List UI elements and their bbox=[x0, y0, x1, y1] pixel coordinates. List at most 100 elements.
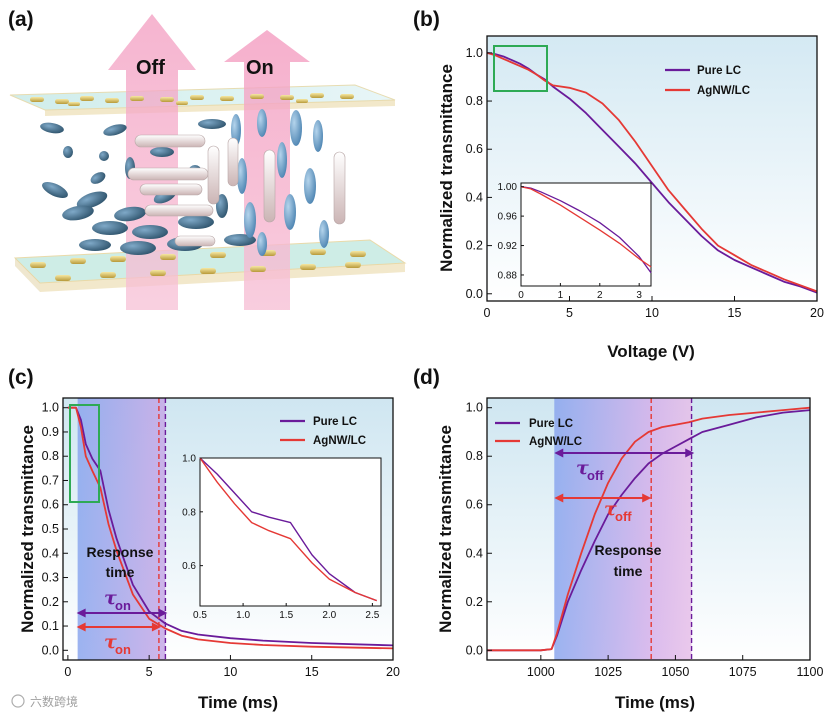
legend-label-pure-d: Pure LC bbox=[529, 418, 573, 430]
b-inset-xtick-label: 3 bbox=[636, 290, 642, 301]
c-series-agnw-lc bbox=[67, 406, 394, 650]
c-inset-xtick-label: 2.5 bbox=[365, 610, 379, 621]
c-tau-on-purple-arrow-head-right bbox=[158, 608, 168, 618]
c-xtick-label: 10 bbox=[223, 665, 237, 679]
c-tau-on-red-symbol: τ bbox=[104, 631, 117, 653]
c-ytick-label: 0.9 bbox=[42, 425, 59, 439]
c-inset-series-agnw-lc bbox=[199, 457, 377, 602]
legend-b: Pure LC AgNW/LC bbox=[665, 65, 750, 97]
lc-molecules-on bbox=[231, 109, 329, 256]
legend-label-pure-c: Pure LC bbox=[313, 416, 357, 428]
d-xtick-label: 1000 bbox=[527, 665, 555, 679]
c-ytick-label: 0.4 bbox=[42, 546, 59, 560]
b-inset-ytick-label: 0.92 bbox=[498, 241, 518, 252]
b-series-agnw-lc bbox=[486, 52, 818, 293]
d-xtick-label: 1075 bbox=[729, 665, 757, 679]
d-ytick-label: 0.0 bbox=[466, 643, 483, 657]
panel-d-letter: (d) bbox=[413, 366, 440, 389]
ylabel-b: Normalized transmittance bbox=[437, 64, 456, 272]
d-ytick-label: 0.4 bbox=[466, 546, 483, 560]
legend-label-pure-b: Pure LC bbox=[697, 65, 741, 77]
c-inset-xtick-label: 2.0 bbox=[322, 610, 336, 621]
response-span-d bbox=[554, 398, 692, 660]
off-arrow bbox=[108, 14, 196, 310]
watermark-icon bbox=[11, 694, 25, 708]
legend-label-agnw-b: AgNW/LC bbox=[697, 85, 750, 97]
b-xtick-label: 0 bbox=[484, 306, 491, 320]
inset-c bbox=[199, 457, 382, 607]
inset-b bbox=[520, 182, 652, 287]
lc-molecules-off bbox=[40, 119, 256, 255]
c-xtick-label: 5 bbox=[146, 665, 153, 679]
c-ytick-label: 0.0 bbox=[42, 643, 59, 657]
c-ytick-label: 0.2 bbox=[42, 595, 59, 609]
d-xtick-label: 1025 bbox=[594, 665, 622, 679]
b-ytick-label: 1.0 bbox=[466, 46, 483, 60]
c-series-pure-lc bbox=[67, 406, 394, 647]
c-tau-on-purple-subscript: on bbox=[115, 598, 131, 613]
c-tau-on-red-arrow-head-left bbox=[76, 622, 86, 632]
b-inset-xtick-label: 0 bbox=[518, 290, 524, 301]
c-ytick-label: 0.6 bbox=[42, 498, 59, 512]
response-text2-d: time bbox=[614, 563, 643, 579]
c-inset-ytick-label: 0.8 bbox=[182, 507, 196, 518]
c-ytick-label: 0.3 bbox=[42, 571, 59, 585]
panel-b-letter: (b) bbox=[413, 8, 440, 31]
c-inset-ytick-label: 1.0 bbox=[182, 454, 196, 465]
legend-label-agnw-d: AgNW/LC bbox=[529, 436, 582, 448]
legend-label-agnw-c: AgNW/LC bbox=[313, 435, 366, 447]
response-text-d: Response bbox=[595, 542, 662, 558]
response-text-c: Response bbox=[87, 544, 154, 560]
agnw-rods bbox=[127, 134, 346, 247]
d-ytick-label: 1.0 bbox=[466, 401, 483, 415]
d-tau-off-purple-arrow-head-right bbox=[685, 448, 695, 458]
d-tau-off-purple-subscript: off bbox=[587, 468, 604, 483]
xlabel-c: Time (ms) bbox=[198, 693, 278, 712]
c-xtick-label: 0 bbox=[64, 665, 71, 679]
c-inset-xtick-label: 0.5 bbox=[193, 610, 207, 621]
c-ytick-label: 0.7 bbox=[42, 473, 59, 487]
b-ytick-label: 0.0 bbox=[466, 287, 483, 301]
xlabel-b: Voltage (V) bbox=[607, 342, 695, 361]
xlabel-d: Time (ms) bbox=[615, 693, 695, 712]
b-inset-xtick-label: 2 bbox=[597, 290, 603, 301]
c-inset-ytick-label: 0.6 bbox=[182, 561, 196, 572]
zoom-box-b bbox=[493, 45, 548, 92]
d-tau-off-red-symbol: τ bbox=[604, 498, 617, 520]
c-tau-on-purple-symbol: τ bbox=[104, 587, 117, 609]
legend-c: Pure LC AgNW/LC bbox=[280, 416, 366, 447]
panel-c: (c) 0 5 10 15 20 0.0 0.1 0.2 0.3 0.4 0.5 0.6 0.7 0.8 0… bbox=[8, 366, 400, 712]
b-ytick-label: 0.2 bbox=[466, 239, 483, 253]
on-label: On bbox=[246, 57, 274, 79]
b-inset-series-agnw-lc bbox=[520, 186, 652, 268]
c-inset-xtick-label: 1.5 bbox=[279, 610, 293, 621]
c-xtick-label: 20 bbox=[386, 665, 400, 679]
off-label: Off bbox=[136, 57, 165, 79]
panel-d: (d) 1000 1025 1050 1075 1100 0.0 0.2 0.4 0.6 0.8 1… bbox=[413, 366, 823, 712]
c-ytick-label: 0.1 bbox=[42, 619, 59, 633]
panel-b: (b) 0 5 10 15 200.00.20.40.60.81.0 Pure LC A… bbox=[413, 8, 824, 361]
c-xtick-label: 15 bbox=[305, 665, 319, 679]
panel-a: (a) bbox=[8, 8, 407, 310]
b-inset-ytick-label: 1.00 bbox=[498, 182, 518, 193]
response-span-c bbox=[77, 398, 166, 660]
watermark: 六数跨境 bbox=[11, 694, 78, 709]
c-tau-on-red-arrow-head-right bbox=[151, 622, 161, 632]
c-inset-xtick-label: 1.0 bbox=[236, 610, 250, 621]
b-inset-ytick-label: 0.88 bbox=[498, 270, 518, 281]
b-ytick-label: 0.8 bbox=[466, 94, 483, 108]
zoom-box-c bbox=[69, 404, 100, 503]
c-ytick-label: 0.8 bbox=[42, 449, 59, 463]
d-tau-off-purple-symbol: τ bbox=[576, 457, 589, 479]
ylabel-c: Normalized transmittance bbox=[18, 425, 37, 633]
gold-nanowires-top bbox=[30, 93, 354, 106]
d-ytick-label: 0.6 bbox=[466, 498, 483, 512]
c-ytick-label: 0.5 bbox=[42, 522, 59, 536]
b-ytick-label: 0.6 bbox=[466, 142, 483, 156]
watermark-text: 六数跨境 bbox=[30, 694, 78, 709]
response-text2-c: time bbox=[106, 564, 135, 580]
b-xtick-label: 15 bbox=[728, 306, 742, 320]
c-inset-series-pure-lc bbox=[199, 457, 377, 602]
d-ytick-label: 0.8 bbox=[466, 449, 483, 463]
